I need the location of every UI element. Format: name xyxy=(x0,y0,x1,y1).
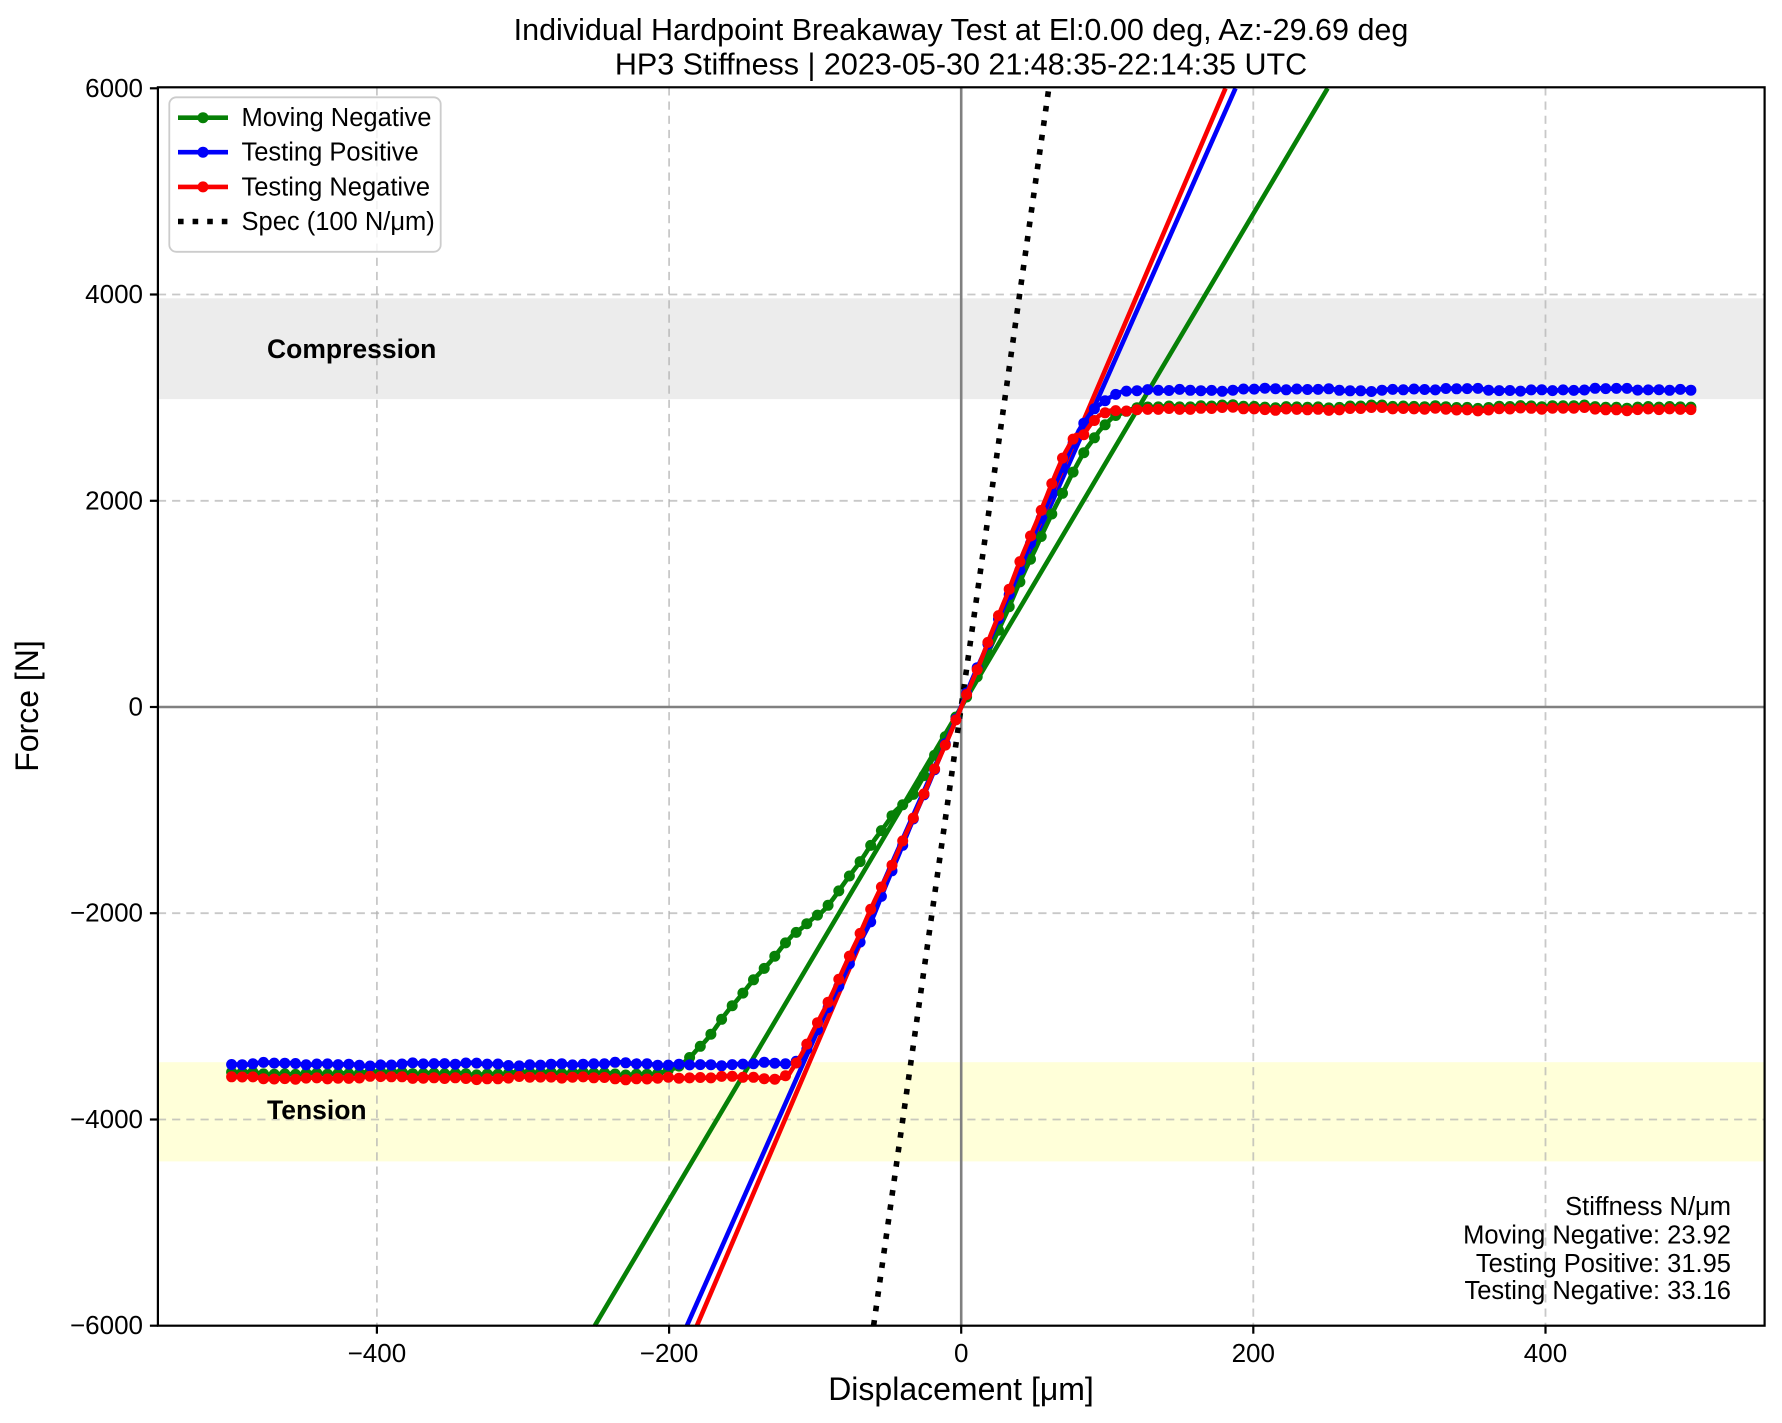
svg-text:400: 400 xyxy=(1524,1338,1567,1368)
svg-text:6000: 6000 xyxy=(85,73,143,103)
svg-text:Compression: Compression xyxy=(267,334,436,364)
svg-text:−4000: −4000 xyxy=(70,1104,143,1134)
svg-text:Moving Negative: Moving Negative xyxy=(242,104,432,132)
svg-text:Displacement [μm]: Displacement [μm] xyxy=(828,1371,1094,1407)
svg-text:2000: 2000 xyxy=(85,485,143,515)
svg-text:0: 0 xyxy=(954,1338,968,1368)
svg-text:Force [N]: Force [N] xyxy=(9,640,45,772)
svg-text:200: 200 xyxy=(1232,1338,1275,1368)
svg-text:Individual Hardpoint Breakaway: Individual Hardpoint Breakaway Test at E… xyxy=(514,13,1409,47)
svg-text:4000: 4000 xyxy=(85,279,143,309)
svg-text:0: 0 xyxy=(129,692,143,722)
svg-text:Moving Negative: 23.92: Moving Negative: 23.92 xyxy=(1463,1222,1731,1250)
svg-text:Stiffness N/μm: Stiffness N/μm xyxy=(1565,1193,1731,1221)
svg-text:−200: −200 xyxy=(640,1338,699,1368)
svg-text:Tension: Tension xyxy=(267,1095,367,1125)
svg-text:−6000: −6000 xyxy=(70,1310,143,1340)
svg-text:HP3 Stiffness | 2023-05-30 21:: HP3 Stiffness | 2023-05-30 21:48:35-22:1… xyxy=(615,48,1307,82)
svg-text:−2000: −2000 xyxy=(70,898,143,928)
svg-text:Testing Positive: 31.95: Testing Positive: 31.95 xyxy=(1476,1250,1731,1278)
svg-text:−400: −400 xyxy=(348,1338,407,1368)
svg-text:Testing Negative: Testing Negative xyxy=(242,173,431,201)
svg-text:Testing Positive: Testing Positive xyxy=(242,139,419,167)
svg-text:Testing Negative: 33.16: Testing Negative: 33.16 xyxy=(1464,1277,1731,1305)
svg-text:Spec (100 N/μm): Spec (100 N/μm) xyxy=(242,208,435,236)
